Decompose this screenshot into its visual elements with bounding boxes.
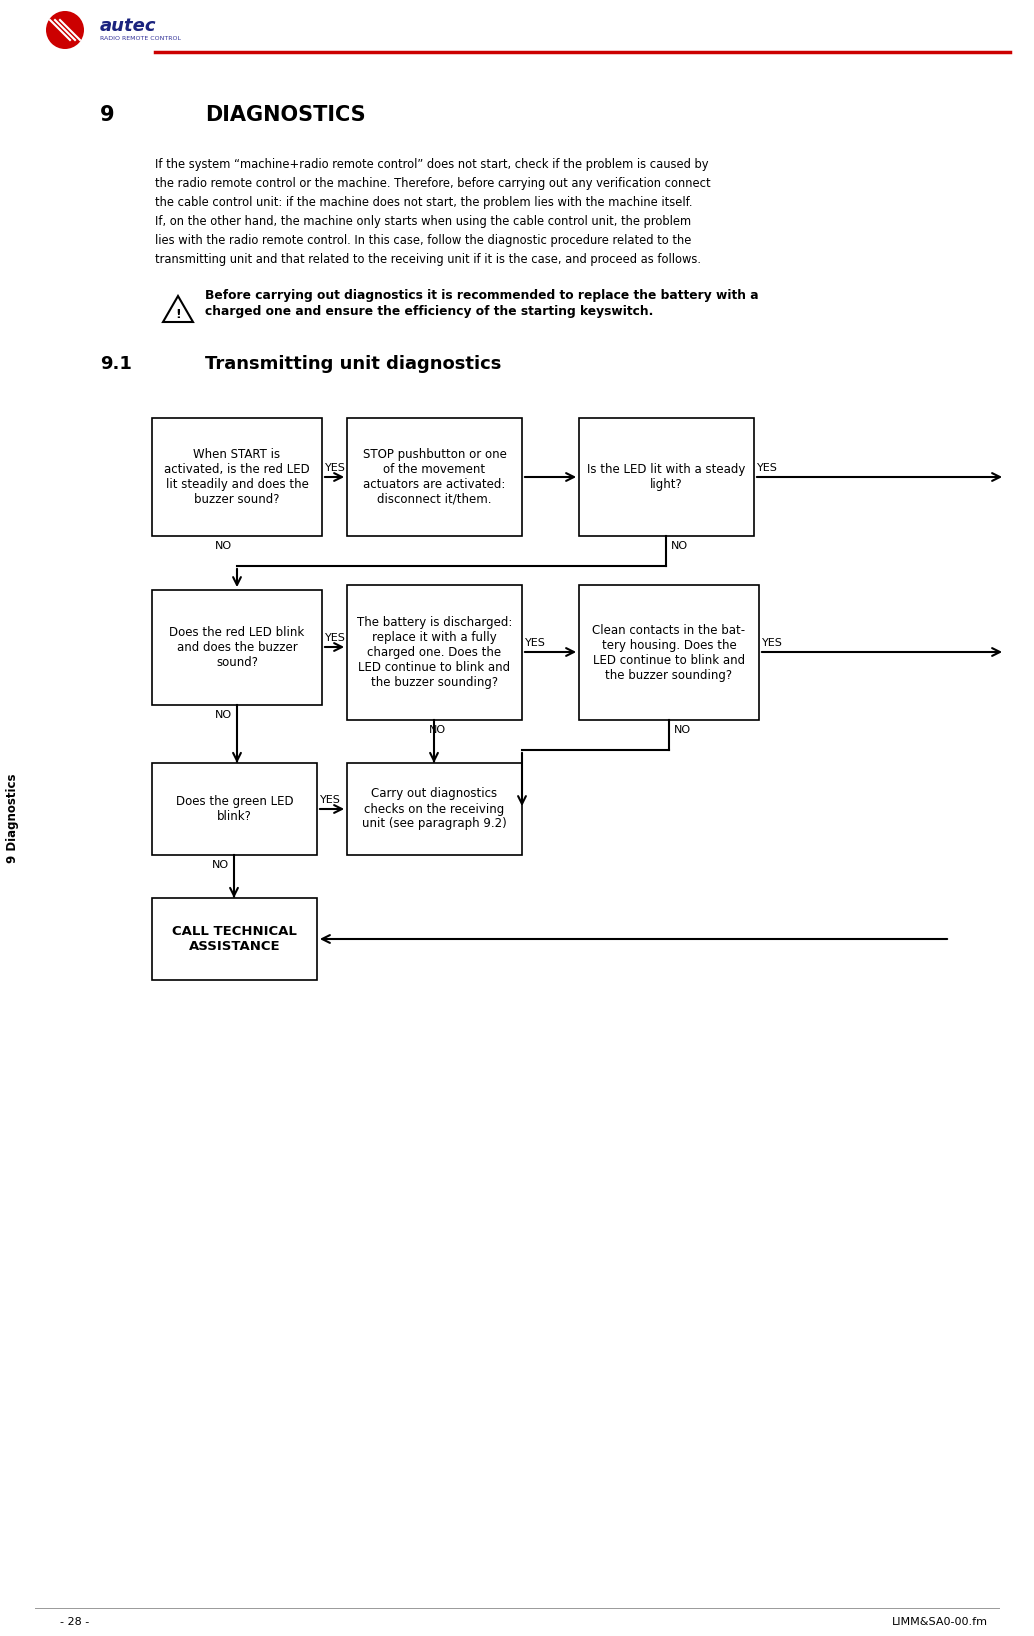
Text: NO: NO: [215, 710, 232, 720]
Bar: [152, 762, 317, 856]
Bar: [347, 762, 522, 856]
Text: STOP pushbutton or one
of the movement
actuators are activated:
disconnect it/th: STOP pushbutton or one of the movement a…: [363, 448, 507, 506]
Text: When START is
activated, is the red LED
lit steadily and does the
buzzer sound?: When START is activated, is the red LED …: [164, 448, 310, 506]
Text: Clean contacts in the bat-
tery housing. Does the
LED continue to blink and
the : Clean contacts in the bat- tery housing.…: [592, 623, 746, 682]
Bar: [347, 586, 522, 720]
Text: Before carrying out diagnostics it is recommended to replace the battery with a: Before carrying out diagnostics it is re…: [205, 290, 759, 303]
Text: LIMM&SA0-00.fm: LIMM&SA0-00.fm: [892, 1616, 989, 1626]
Polygon shape: [163, 296, 193, 322]
Text: YES: YES: [320, 795, 341, 805]
Text: Carry out diagnostics
checks on the receiving
unit (see paragraph 9.2): Carry out diagnostics checks on the rece…: [362, 787, 507, 831]
Text: 9.1: 9.1: [100, 355, 132, 373]
Text: lies with the radio remote control. In this case, follow the diagnostic procedur: lies with the radio remote control. In t…: [155, 234, 692, 247]
Text: - 28 -: - 28 -: [60, 1616, 90, 1626]
Text: The battery is discharged:
replace it with a fully
charged one. Does the
LED con: The battery is discharged: replace it wi…: [357, 617, 512, 689]
Text: transmitting unit and that related to the receiving unit if it is the case, and : transmitting unit and that related to th…: [155, 254, 701, 267]
Text: 9 Diagnostics: 9 Diagnostics: [6, 774, 20, 862]
Text: 9: 9: [100, 105, 115, 124]
Text: NO: NO: [671, 542, 688, 551]
Text: NO: NO: [212, 861, 230, 870]
Bar: [152, 419, 322, 537]
Text: RADIO REMOTE CONTROL: RADIO REMOTE CONTROL: [100, 36, 181, 41]
Text: DIAGNOSTICS: DIAGNOSTICS: [205, 105, 366, 124]
Text: Does the red LED blink
and does the buzzer
sound?: Does the red LED blink and does the buzz…: [170, 627, 305, 669]
Text: autec: autec: [100, 16, 156, 34]
Text: YES: YES: [762, 638, 783, 648]
Text: NO: NO: [215, 542, 232, 551]
Bar: [347, 419, 522, 537]
Text: YES: YES: [525, 638, 546, 648]
Text: Does the green LED
blink?: Does the green LED blink?: [176, 795, 294, 823]
Text: YES: YES: [325, 463, 346, 473]
Text: the radio remote control or the machine. Therefore, before carrying out any veri: the radio remote control or the machine.…: [155, 177, 710, 190]
Text: NO: NO: [429, 725, 446, 735]
Text: Transmitting unit diagnostics: Transmitting unit diagnostics: [205, 355, 501, 373]
Text: NO: NO: [674, 725, 691, 735]
Bar: [152, 591, 322, 705]
Ellipse shape: [45, 11, 84, 49]
Text: Is the LED lit with a steady
light?: Is the LED lit with a steady light?: [587, 463, 746, 491]
Bar: [152, 898, 317, 980]
Text: YES: YES: [757, 463, 778, 473]
Bar: [579, 586, 759, 720]
Text: If, on the other hand, the machine only starts when using the cable control unit: If, on the other hand, the machine only …: [155, 214, 691, 227]
Bar: [579, 419, 754, 537]
Text: !: !: [175, 308, 181, 321]
Text: If the system “machine+radio remote control” does not start, check if the proble: If the system “machine+radio remote cont…: [155, 159, 708, 172]
Text: CALL TECHNICAL
ASSISTANCE: CALL TECHNICAL ASSISTANCE: [172, 924, 297, 954]
Text: YES: YES: [325, 633, 346, 643]
Text: the cable control unit: if the machine does not start, the problem lies with the: the cable control unit: if the machine d…: [155, 196, 693, 209]
Text: charged one and ensure the efficiency of the starting keyswitch.: charged one and ensure the efficiency of…: [205, 304, 653, 317]
